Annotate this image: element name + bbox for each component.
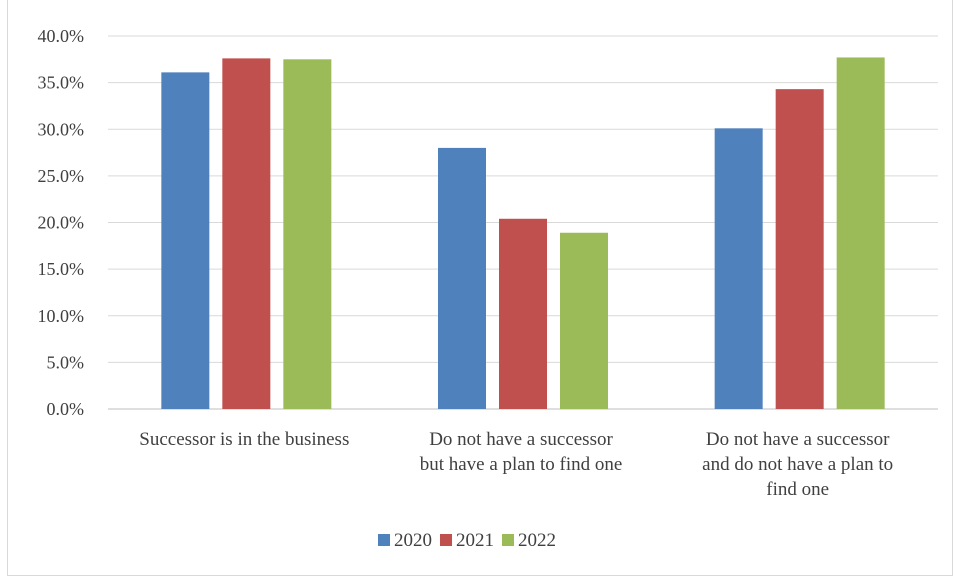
bar-2020-1 <box>161 72 210 410</box>
legend-label-2020: 2020 <box>394 530 432 551</box>
legend-label-2021: 2021 <box>456 530 494 551</box>
y-tick-label: 15.0% <box>38 259 85 279</box>
bars <box>161 57 885 410</box>
bar-2021-2 <box>499 218 547 409</box>
legend: 2020 2021 2022 <box>378 530 556 551</box>
x-category-label: Do not have a successor and do not have a… <box>702 429 893 500</box>
bar-2021-3 <box>775 89 824 409</box>
y-tick-label: 30.0% <box>38 119 85 139</box>
y-tick-label: 5.0% <box>47 352 85 372</box>
y-tick-label: 35.0% <box>38 73 85 93</box>
bar-2020-2 <box>438 147 486 409</box>
y-axis-ticks: 0.0% 5.0% 10.0% 15.0% 20.0% 25.0% 30.0% 35.0% 40… <box>38 26 85 419</box>
bar-2022-3 <box>836 57 885 409</box>
x-category-label: Successor is in the business <box>139 429 349 450</box>
x-axis-labels: Successor is in the business Do not have … <box>139 429 893 500</box>
bar-2021-1 <box>222 58 271 409</box>
legend-swatch-2021 <box>440 534 452 546</box>
bar-2022-2 <box>560 232 608 409</box>
legend-swatch-2020 <box>378 534 390 546</box>
bar-2022-1 <box>283 59 332 409</box>
y-tick-label: 0.0% <box>47 399 85 419</box>
legend-swatch-2022 <box>502 534 514 546</box>
y-tick-label: 40.0% <box>38 26 85 46</box>
y-tick-label: 10.0% <box>38 306 85 326</box>
legend-label-2022: 2022 <box>518 530 556 551</box>
bar-2020-3 <box>714 128 763 409</box>
x-category-label: Do not have a successor but have a plan t… <box>420 429 623 475</box>
y-tick-label: 20.0% <box>38 213 85 233</box>
y-tick-label: 25.0% <box>38 166 85 186</box>
